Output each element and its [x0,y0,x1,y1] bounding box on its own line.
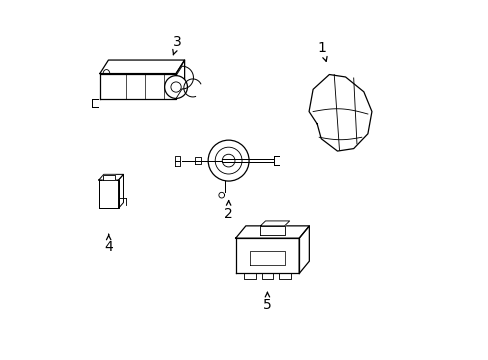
Text: 1: 1 [317,41,326,61]
Polygon shape [102,175,114,180]
Polygon shape [99,174,123,180]
Text: 5: 5 [263,292,271,312]
Circle shape [171,82,181,92]
Circle shape [208,140,248,181]
Polygon shape [235,226,309,238]
Polygon shape [308,75,371,151]
Text: 3: 3 [172,35,182,55]
Polygon shape [260,226,284,235]
Polygon shape [176,60,184,99]
Polygon shape [100,73,176,99]
Text: 2: 2 [224,201,232,221]
Circle shape [164,76,187,98]
Polygon shape [118,174,123,208]
Text: 4: 4 [104,234,113,254]
Polygon shape [99,180,118,208]
Polygon shape [299,226,309,274]
Polygon shape [100,60,184,73]
Polygon shape [260,221,289,226]
Polygon shape [235,238,299,274]
